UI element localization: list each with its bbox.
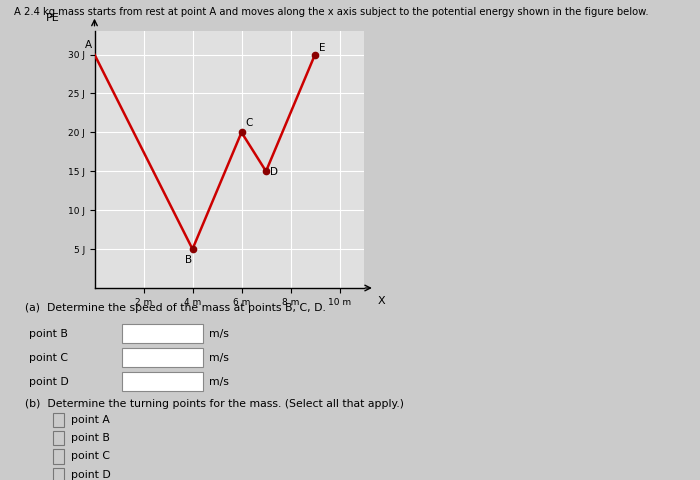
Text: PE: PE [46, 13, 60, 23]
Text: (b)  Determine the turning points for the mass. (Select all that apply.): (b) Determine the turning points for the… [25, 399, 403, 409]
Text: m/s: m/s [209, 329, 228, 338]
Text: point B: point B [29, 329, 69, 338]
Text: point B: point B [71, 433, 110, 443]
Text: A: A [85, 40, 92, 50]
Text: m/s: m/s [209, 377, 228, 386]
Text: point D: point D [29, 377, 69, 386]
Text: (a)  Determine the speed of the mass at points B, C, D.: (a) Determine the speed of the mass at p… [25, 303, 326, 313]
Text: point A: point A [71, 415, 110, 425]
Text: D: D [270, 167, 278, 177]
Text: X: X [377, 296, 385, 306]
Text: point C: point C [71, 452, 110, 461]
Text: m/s: m/s [209, 353, 228, 362]
Text: A 2.4 kg mass starts from rest at point A and moves along the x axis subject to : A 2.4 kg mass starts from rest at point … [14, 7, 649, 17]
Text: point D: point D [71, 470, 111, 480]
Text: B: B [185, 255, 193, 265]
Text: point C: point C [29, 353, 69, 362]
Text: C: C [245, 118, 253, 128]
Text: E: E [318, 43, 326, 53]
